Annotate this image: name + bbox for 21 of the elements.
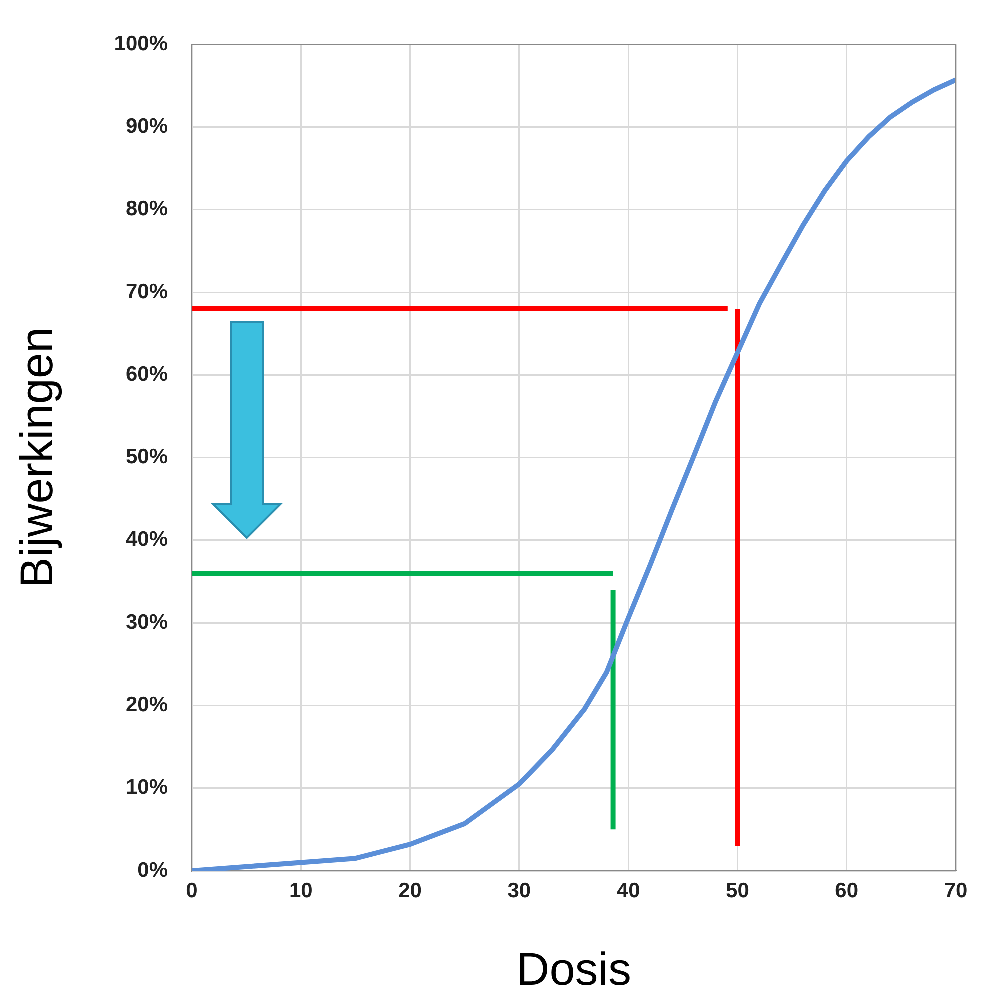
x-tick-label: 30 [508,879,532,902]
x-tick-label: 40 [616,879,640,902]
x-tick-label: 50 [726,879,750,902]
y-tick-label: 10% [126,776,168,800]
y-tick-label: 80% [126,198,168,221]
x-axis-title: Dosis [516,943,632,996]
y-axis-title: Bijwerkingen [10,327,62,588]
x-tick-label: 60 [835,879,859,902]
y-tick-label: 70% [126,280,168,304]
y-tick-label: 30% [126,610,168,634]
y-tick-label: 60% [126,362,168,386]
y-tick-label: 90% [126,115,168,138]
y-tick-label: 0% [138,858,168,882]
x-tick-label: 70 [944,879,968,902]
x-tick-label: 10 [289,879,313,902]
x-tick-label: 0 [186,879,198,902]
y-tick-label: 40% [126,528,168,552]
y-tick-label: 20% [126,694,168,717]
y-tick-label: 100% [114,32,168,56]
y-tick-label: 50% [126,446,168,469]
x-tick-label: 20 [398,879,422,902]
